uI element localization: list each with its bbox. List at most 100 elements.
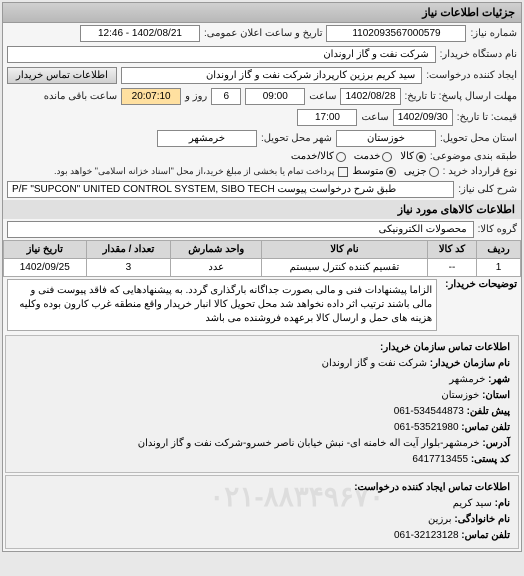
- row-price-until: قیمت: تا تاریخ: 1402/09/30 ساعت 17:00: [3, 107, 521, 128]
- treasury-checkbox[interactable]: [338, 167, 348, 177]
- th-qty: تعداد / مقدار: [86, 241, 171, 259]
- request-number-label: شماره نیاز:: [470, 28, 517, 39]
- row-group: گروه کالا: محصولات الکترونیکی: [3, 219, 521, 240]
- price-date-field: 1402/09/30: [393, 109, 453, 126]
- buyer-device-label: نام دستگاه خریدار:: [440, 49, 517, 60]
- req-phone-label: تلفن تماس:: [461, 530, 510, 541]
- org-address: خرمشهر-بلوار آیت اله خامنه ای- نبش خیابا…: [138, 438, 480, 449]
- price-time-field: 17:00: [297, 109, 357, 126]
- budget-both-option[interactable]: کالا/خدمت: [291, 151, 346, 162]
- req-name-label: نام:: [495, 498, 510, 509]
- contract-minor-label: جزیی: [404, 166, 427, 177]
- buyer-note-label: توضیحات خریدار:: [441, 277, 521, 333]
- creator-label: ایجاد کننده درخواست:: [426, 70, 517, 81]
- td-date: 1402/09/25: [4, 259, 87, 277]
- contract-minor-option[interactable]: جزیی: [404, 166, 439, 177]
- row-description: شرح کلی نیاز: P/F "SUPCON" UNITED CONTRO…: [3, 179, 521, 200]
- th-unit: واحد شمارش: [171, 241, 262, 259]
- deadline-date-field: 1402/08/28: [340, 88, 400, 105]
- row-request-number: شماره نیاز: 1102093567000579 تاریخ و ساع…: [3, 23, 521, 44]
- request-number-field: 1102093567000579: [326, 25, 466, 42]
- org-phone: 53521980-061: [394, 422, 459, 433]
- city-field: خرمشهر: [157, 130, 257, 147]
- req-contact-block: اطلاعات تماس ایجاد کننده درخواست: نام: س…: [5, 475, 519, 549]
- th-date: تاریخ نیاز: [4, 241, 87, 259]
- days-field: 6: [211, 88, 241, 105]
- budget-goods-option[interactable]: کالا: [400, 151, 426, 162]
- city-label: شهر محل تحویل:: [261, 133, 332, 144]
- req-contact-title: اطلاعات تماس ایجاد کننده درخواست:: [14, 480, 510, 496]
- td-code: --: [427, 259, 476, 277]
- contract-medium-option[interactable]: متوسط: [352, 166, 395, 177]
- panel-title: جزئیات اطلاعات نیاز: [3, 3, 521, 23]
- org-contact-title: اطلاعات تماس سازمان خریدار:: [14, 340, 510, 356]
- remain-label: ساعت باقی مانده: [44, 91, 117, 102]
- row-deadline: مهلت ارسال پاسخ: تا تاریخ: 1402/08/28 سا…: [3, 86, 521, 107]
- budget-both-label: کالا/خدمت: [291, 151, 334, 162]
- row-budget: طبقه بندی موضوعی: کالا خدمت کالا/خدمت: [3, 149, 521, 164]
- td-qty: 3: [86, 259, 171, 277]
- buyer-note-text: الزاما پیشنهادات فنی و مالی بصورت جداگان…: [7, 279, 437, 331]
- goods-table: ردیف کد کالا نام کالا واحد شمارش تعداد /…: [3, 240, 521, 277]
- desc-label: شرح کلی نیاز:: [458, 184, 517, 195]
- radio-icon: [382, 152, 392, 162]
- days-label: روز و: [185, 91, 207, 102]
- contact-buyer-button[interactable]: اطلاعات تماس خریدار: [7, 67, 117, 84]
- desc-field: P/F "SUPCON" UNITED CONTROL SYSTEM, SIBO…: [7, 181, 454, 198]
- budget-service-option[interactable]: خدمت: [354, 151, 393, 162]
- org-fax-label: پیش تلفن:: [467, 406, 510, 417]
- org-name-label: نام سازمان خریدار:: [430, 358, 510, 369]
- radio-checked-icon: [386, 167, 396, 177]
- th-code: کد کالا: [427, 241, 476, 259]
- announce-field: 1402/08/21 - 12:46: [80, 25, 200, 42]
- budget-radio-group: کالا خدمت کالا/خدمت: [291, 151, 426, 162]
- group-label: گروه کالا:: [478, 224, 517, 235]
- org-postal-label: کد پستی:: [471, 454, 510, 465]
- announce-label: تاریخ و ساعت اعلان عمومی:: [204, 28, 323, 39]
- budget-service-label: خدمت: [354, 151, 381, 162]
- org-name: شرکت نفت و گاز اروندان: [322, 358, 427, 369]
- radio-icon: [429, 167, 439, 177]
- org-phone-label: تلفن تماس:: [461, 422, 510, 433]
- td-unit: عدد: [171, 259, 262, 277]
- org-contact-block: اطلاعات تماس سازمان خریدار: نام سازمان خ…: [5, 335, 519, 473]
- contract-medium-label: متوسط: [352, 166, 383, 177]
- radio-icon: [336, 152, 346, 162]
- budget-goods-label: کالا: [400, 151, 414, 162]
- row-creator: ایجاد کننده درخواست: سید کریم برزین کارپ…: [3, 65, 521, 86]
- buyer-note-row: توضیحات خریدار: الزاما پیشنهادات فنی و م…: [3, 277, 521, 333]
- td-name: تقسیم کننده کنترل سیستم: [262, 259, 428, 277]
- req-name: سید کریم: [453, 498, 492, 509]
- remain-time-field: 20:07:10: [121, 88, 181, 105]
- th-index: ردیف: [477, 241, 521, 259]
- org-fax: 534544873-061: [394, 406, 464, 417]
- contract-note: پرداخت تمام یا بخشی از مبلغ خرید،از محل …: [54, 166, 334, 177]
- contract-label: نوع قرارداد خرید :: [443, 166, 517, 177]
- time-label-1: ساعت: [309, 91, 336, 102]
- goods-section-title: اطلاعات کالاهای مورد نیاز: [3, 200, 521, 219]
- province-label: استان محل تحویل:: [440, 133, 517, 144]
- province-field: خوزستان: [336, 130, 436, 147]
- org-province-label: استان:: [482, 390, 510, 401]
- org-address-label: آدرس:: [482, 438, 510, 449]
- deadline-label: مهلت ارسال پاسخ: تا تاریخ:: [405, 91, 517, 102]
- row-contract: نوع قرارداد خرید : جزیی متوسط پرداخت تما…: [3, 164, 521, 179]
- org-city-label: شهر:: [488, 374, 510, 385]
- budget-label: طبقه بندی موضوعی:: [430, 151, 517, 162]
- org-city: خرمشهر: [449, 374, 485, 385]
- row-province: استان محل تحویل: خوزستان شهر محل تحویل: …: [3, 128, 521, 149]
- org-postal: 6417713455: [412, 454, 468, 465]
- org-province: خوزستان: [441, 390, 479, 401]
- group-field: محصولات الکترونیکی: [7, 221, 474, 238]
- req-family: برزین: [428, 514, 452, 525]
- table-header-row: ردیف کد کالا نام کالا واحد شمارش تعداد /…: [4, 241, 521, 259]
- deadline-time-field: 09:00: [245, 88, 305, 105]
- radio-checked-icon: [416, 152, 426, 162]
- td-index: 1: [477, 259, 521, 277]
- req-family-label: نام خانوادگی:: [454, 514, 510, 525]
- row-buyer-device: نام دستگاه خریدار: شرکت نفت و گاز اروندا…: [3, 44, 521, 65]
- creator-field: سید کریم برزین کارپرداز شرکت نفت و گاز ا…: [121, 67, 422, 84]
- table-row: 1 -- تقسیم کننده کنترل سیستم عدد 3 1402/…: [4, 259, 521, 277]
- buyer-device-field: شرکت نفت و گاز اروندان: [7, 46, 436, 63]
- contract-radio-group: جزیی متوسط: [352, 166, 438, 177]
